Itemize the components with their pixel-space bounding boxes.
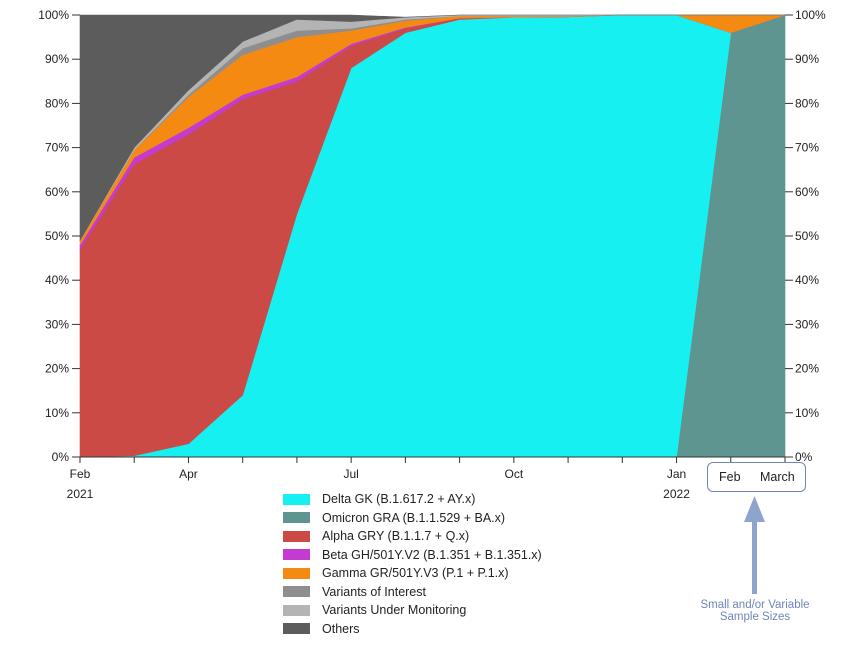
y-tick-label-right: 50% (795, 229, 819, 243)
legend-swatch (283, 493, 310, 505)
y-tick-label-right: 10% (795, 406, 819, 420)
x-tick-label: Apr (179, 467, 198, 481)
legend-label: Delta GK (B.1.617.2 + AY.x) (322, 492, 476, 507)
legend-label: Gamma GR/501Y.V3 (P.1 + P.1.x) (322, 566, 509, 581)
area-layer (79, 14, 786, 458)
y-tick-label-right: 40% (795, 273, 819, 287)
x-tick-year: 2021 (67, 487, 94, 501)
y-tick-label-right: 30% (795, 317, 819, 331)
y-tick-label-left: 90% (45, 52, 69, 66)
y-tick-label-left: 20% (45, 362, 69, 376)
y-tick-label-left: 10% (45, 406, 69, 420)
arrow-shaft (752, 518, 757, 594)
y-tick-label-right: 80% (795, 96, 819, 110)
area-others (79, 14, 785, 242)
arrow-head (744, 496, 765, 522)
y-tick-label-left: 40% (45, 273, 69, 287)
legend-label: Alpha GRY (B.1.1.7 + Q.x) (322, 529, 470, 544)
legend-swatch (283, 623, 310, 635)
axes-layer: 0% 0% 10% 10% 20% 20% 30% 30% 40% 40% 50% 50% 60% 60%… (38, 8, 826, 501)
y-tick-label-left: 0% (52, 450, 70, 464)
legend-swatch (283, 549, 310, 561)
legend-label: Omicron GRA (B.1.1.529 + BA.x) (322, 510, 506, 525)
legend-item-voi: Variants of Interest (283, 583, 542, 602)
x-tick-label: Jan (667, 467, 686, 481)
legend-item-delta: Delta GK (B.1.617.2 + AY.x) (283, 490, 542, 509)
y-tick-label-left: 70% (45, 141, 69, 155)
legend-swatch (283, 512, 310, 524)
legend-item-alpha: Alpha GRY (B.1.1.7 + Q.x) (283, 527, 542, 546)
box-label-march: March (760, 470, 795, 484)
annotation-box: Feb March (707, 462, 806, 492)
annotation-note: Small and/or Variable Sample Sizes (700, 599, 810, 623)
y-tick-label-right: 0% (795, 450, 813, 464)
legend-item-others: Others (283, 620, 542, 639)
y-tick-label-left: 60% (45, 185, 69, 199)
legend-swatch (283, 586, 310, 598)
legend-swatch (283, 530, 310, 542)
box-label-feb: Feb (719, 470, 741, 484)
legend-item-gamma: Gamma GR/501Y.V3 (P.1 + P.1.x) (283, 564, 542, 583)
y-tick-label-left: 80% (45, 96, 69, 110)
legend-label: Variants Under Monitoring (322, 603, 467, 618)
y-tick-label-left: 50% (45, 229, 69, 243)
legend-label: Beta GH/501Y.V2 (B.1.351 + B.1.351.x) (322, 547, 542, 562)
y-tick-label-left: 30% (45, 317, 69, 331)
annotation-arrow (744, 496, 765, 594)
y-tick-label-right: 90% (795, 52, 819, 66)
x-tick-label: Feb (70, 467, 91, 481)
y-tick-label-right: 60% (795, 185, 819, 199)
y-tick-label-right: 100% (795, 8, 826, 22)
x-tick-label: Jul (343, 467, 358, 481)
legend-label: Variants of Interest (322, 584, 426, 599)
legend-item-omicron: Omicron GRA (B.1.1.529 + BA.x) (283, 509, 542, 528)
legend-swatch (283, 604, 310, 616)
legend-item-beta: Beta GH/501Y.V2 (B.1.351 + B.1.351.x) (283, 546, 542, 565)
y-tick-label-right: 20% (795, 362, 819, 376)
legend-item-vum: Variants Under Monitoring (283, 601, 542, 620)
x-tick-year: 2022 (663, 487, 690, 501)
y-tick-label-left: 100% (38, 8, 69, 22)
legend-swatch (283, 567, 310, 579)
x-tick-label: Oct (505, 467, 524, 481)
y-tick-label-right: 70% (795, 141, 819, 155)
legend-label: Others (322, 621, 360, 636)
legend: Delta GK (B.1.617.2 + AY.x) Omicron GRA (… (283, 490, 542, 638)
